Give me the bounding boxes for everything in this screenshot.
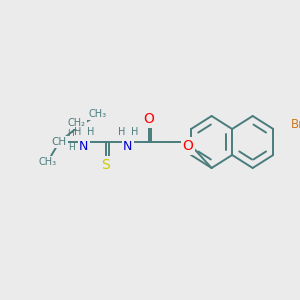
Text: O: O — [182, 139, 193, 153]
Text: N: N — [123, 140, 132, 152]
Text: H: H — [74, 127, 81, 137]
Text: H: H — [118, 127, 125, 137]
Text: CH: CH — [52, 137, 67, 147]
Text: CH₃: CH₃ — [88, 109, 107, 119]
Text: H: H — [87, 127, 94, 137]
Text: CH₃: CH₃ — [38, 157, 56, 167]
Text: Br: Br — [290, 118, 300, 131]
Text: H: H — [67, 130, 74, 139]
Text: CH₂: CH₂ — [68, 118, 85, 128]
Text: O: O — [143, 112, 154, 126]
Text: H: H — [131, 127, 139, 137]
Text: N: N — [79, 140, 88, 152]
Text: S: S — [101, 158, 110, 172]
Text: H: H — [68, 143, 74, 152]
